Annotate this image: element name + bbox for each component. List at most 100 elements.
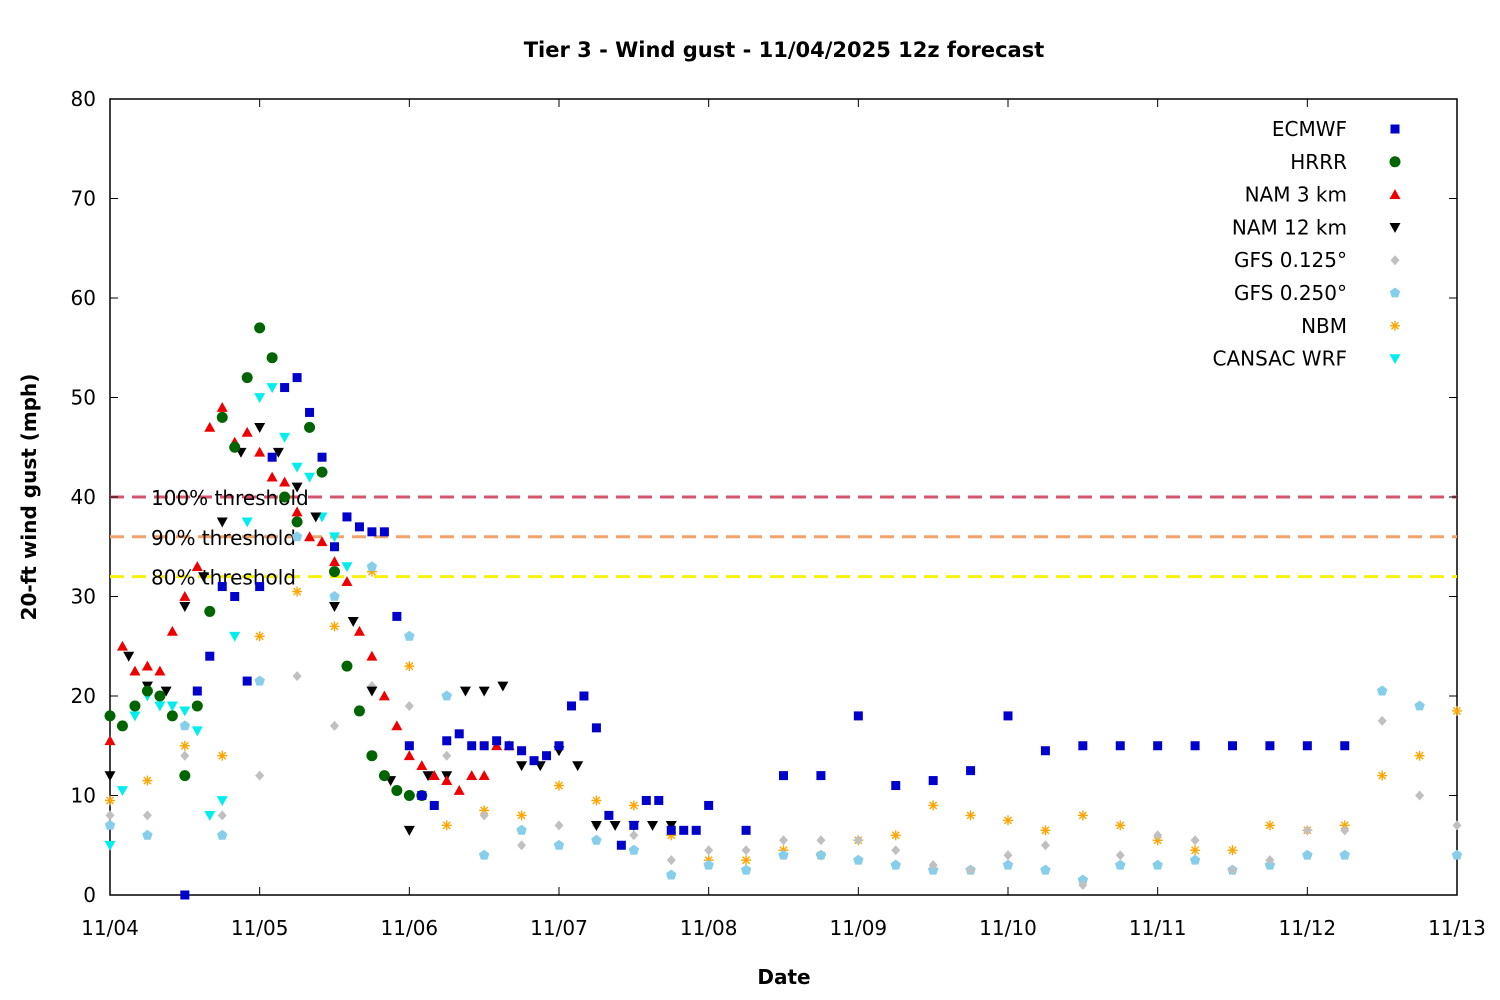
- data-point: [604, 810, 614, 820]
- data-point: [304, 531, 316, 542]
- data-point: [217, 829, 228, 840]
- data-point: [217, 582, 227, 592]
- data-point: [254, 675, 265, 686]
- data-point: [417, 791, 427, 800]
- data-point: [129, 711, 141, 722]
- series-gfs-0-125-: [105, 671, 1462, 891]
- data-point: [853, 835, 863, 846]
- data-point: [1340, 741, 1350, 751]
- y-tick-label: 80: [71, 87, 96, 111]
- data-point: [267, 452, 277, 462]
- data-point: [142, 829, 153, 840]
- data-point: [666, 869, 677, 880]
- legend-label: GFS 0.250°: [1234, 281, 1347, 305]
- data-point: [853, 711, 863, 721]
- data-point: [392, 611, 402, 621]
- data-point: [478, 770, 490, 780]
- data-point: [1190, 845, 1201, 856]
- data-point: [554, 741, 564, 751]
- data-point: [542, 751, 552, 761]
- data-point: [254, 631, 265, 642]
- data-point: [441, 775, 453, 785]
- data-marks: [104, 322, 1463, 900]
- data-point: [1265, 855, 1275, 866]
- data-point: [704, 845, 714, 856]
- x-tick-label: 11/13: [1428, 916, 1486, 940]
- data-point: [216, 411, 228, 423]
- data-point: [740, 864, 752, 875]
- data-point: [291, 516, 303, 528]
- data-point: [1077, 874, 1089, 885]
- x-tick-label: 11/12: [1279, 916, 1337, 940]
- data-point: [266, 471, 278, 482]
- y-tick-label: 30: [71, 585, 96, 609]
- series-nam-3-km: [104, 401, 515, 795]
- data-point: [891, 781, 901, 791]
- data-point: [741, 825, 751, 835]
- series-gfs-0-250-: [104, 531, 1463, 885]
- data-point: [104, 840, 116, 851]
- threshold-label: 90% threshold: [151, 526, 296, 550]
- series-cansac-wrf: [104, 383, 353, 851]
- data-point: [478, 686, 490, 697]
- data-point: [492, 736, 502, 746]
- data-point: [142, 810, 152, 821]
- data-point: [504, 741, 514, 751]
- data-point: [467, 741, 477, 751]
- data-point: [779, 835, 788, 846]
- data-point: [366, 686, 378, 697]
- data-point: [129, 700, 141, 712]
- data-point: [141, 660, 153, 671]
- data-point: [342, 512, 352, 522]
- data-point: [404, 700, 414, 711]
- data-point: [116, 640, 128, 651]
- legend-marker: [1389, 156, 1401, 168]
- legend-marker: [1390, 320, 1400, 331]
- data-point: [591, 795, 602, 806]
- data-point: [142, 775, 153, 786]
- data-point: [966, 766, 976, 776]
- data-point: [778, 849, 789, 860]
- data-point: [279, 432, 291, 443]
- data-point: [1040, 840, 1050, 851]
- y-axis-label: 20-ft wind gust (mph): [17, 374, 41, 621]
- data-point: [1451, 849, 1463, 860]
- data-point: [116, 786, 128, 797]
- x-tick-label: 11/06: [381, 916, 439, 940]
- data-point: [1115, 859, 1126, 870]
- data-point: [266, 383, 278, 394]
- data-point: [105, 795, 115, 806]
- data-point: [1264, 820, 1275, 831]
- data-point: [179, 740, 190, 751]
- data-point: [679, 825, 689, 835]
- data-point: [966, 865, 976, 876]
- data-point: [391, 720, 403, 731]
- data-point: [441, 690, 452, 701]
- data-point: [404, 741, 414, 751]
- data-point: [666, 825, 676, 835]
- data-point: [1265, 741, 1275, 751]
- data-point: [1002, 859, 1014, 870]
- data-point: [198, 572, 210, 583]
- data-point: [217, 750, 228, 761]
- data-point: [329, 532, 340, 543]
- data-point: [255, 582, 265, 592]
- data-point: [205, 651, 215, 661]
- data-point: [367, 527, 377, 537]
- legend-marker: [1389, 287, 1401, 298]
- data-point: [304, 472, 316, 483]
- legend-label: GFS 0.125°: [1234, 248, 1347, 272]
- x-axis-label: Date: [757, 965, 810, 989]
- data-point: [890, 859, 901, 870]
- data-point: [1302, 825, 1312, 836]
- data-point: [1228, 865, 1237, 876]
- legend-label: NAM 3 km: [1245, 183, 1347, 207]
- data-point: [229, 631, 241, 642]
- data-point: [479, 810, 489, 821]
- legend-marker: [1390, 255, 1400, 266]
- data-point: [629, 820, 639, 830]
- data-point: [928, 800, 939, 811]
- data-point: [341, 660, 353, 672]
- data-point: [154, 690, 166, 702]
- data-point: [691, 825, 701, 835]
